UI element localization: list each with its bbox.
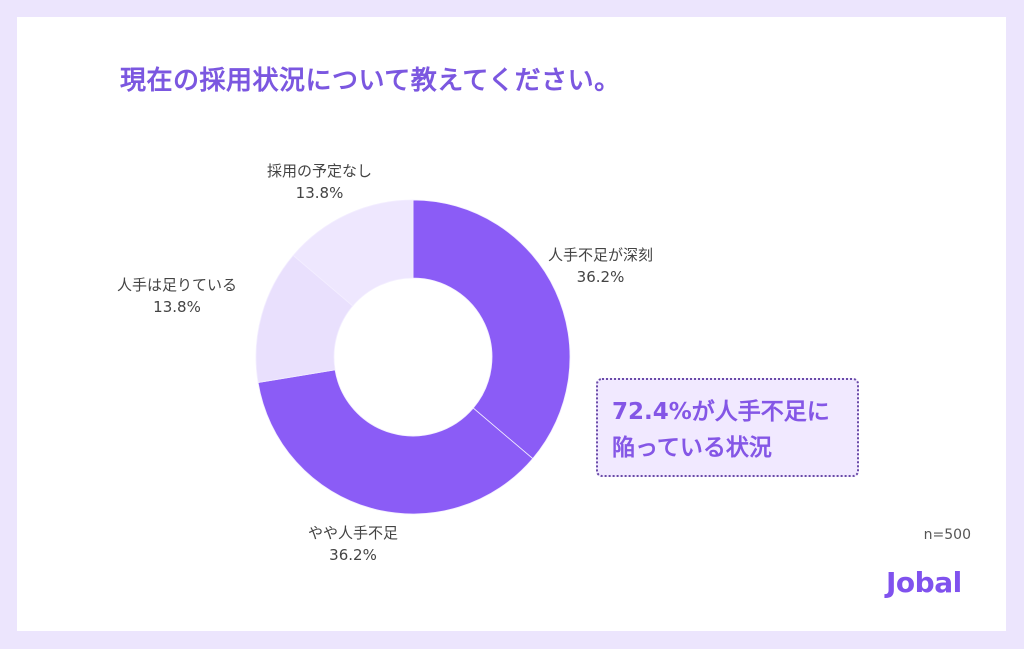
- donut-segment-2: [257, 369, 534, 515]
- callout-box: 72.4%が人手不足に 陥っている状況: [596, 378, 859, 477]
- donut-segment-4: [292, 199, 414, 307]
- label-name: 人手は足りている: [117, 276, 238, 294]
- jobal-logo: Jobal: [886, 566, 962, 599]
- callout-line-1: 72.4%が人手不足に: [612, 399, 830, 425]
- label-no-hiring-plan: 採用の予定なし 13.8%: [267, 160, 372, 204]
- label-value: 13.8%: [153, 298, 201, 316]
- label-severe-shortage: 人手不足が深刻 36.2%: [548, 244, 653, 288]
- chart-title: 現在の採用状況について教えてください。: [120, 66, 621, 96]
- label-value: 36.2%: [576, 268, 625, 286]
- callout-line-2: 陥っている状況: [612, 435, 772, 461]
- label-slight-shortage: やや人手不足 36.2%: [308, 522, 398, 566]
- label-name: やや人手不足: [308, 524, 399, 542]
- label-name: 人手不足が深刻: [548, 246, 654, 264]
- label-name: 採用の予定なし: [267, 162, 373, 180]
- donut-segment-1: [412, 199, 571, 460]
- sample-size: n=500: [923, 527, 971, 543]
- label-value: 36.2%: [329, 546, 377, 564]
- label-sufficient: 人手は足りている 13.8%: [117, 274, 237, 318]
- label-value: 13.8%: [295, 184, 344, 202]
